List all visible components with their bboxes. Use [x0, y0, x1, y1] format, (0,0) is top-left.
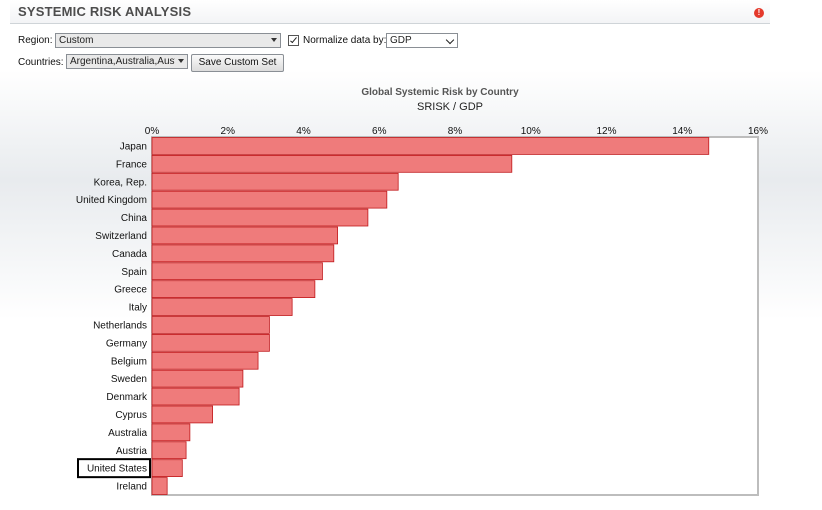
- bar[interactable]: [151, 333, 270, 352]
- y-category-label[interactable]: Italy: [129, 303, 147, 314]
- bar[interactable]: [151, 280, 316, 299]
- region-select[interactable]: Custom: [55, 33, 281, 48]
- y-category-label[interactable]: Netherlands: [93, 320, 147, 331]
- y-category-label[interactable]: United Kingdom: [76, 195, 147, 206]
- x-tick-label: 6%: [372, 126, 387, 137]
- bar[interactable]: [151, 441, 187, 460]
- y-category-label[interactable]: Canada: [112, 249, 147, 260]
- info-icon[interactable]: !: [754, 8, 764, 18]
- bar[interactable]: [151, 316, 270, 334]
- normalize-label: Normalize data by:: [303, 35, 387, 46]
- y-category-label[interactable]: Belgium: [111, 356, 147, 367]
- bar[interactable]: [151, 351, 259, 370]
- region-value: Custom: [59, 35, 94, 46]
- bar[interactable]: [151, 405, 213, 424]
- y-category-label[interactable]: Korea, Rep.: [94, 177, 147, 188]
- bar[interactable]: [151, 244, 335, 263]
- normalize-checkbox[interactable]: [288, 35, 299, 46]
- bar[interactable]: [151, 298, 293, 316]
- y-category-label[interactable]: Germany: [106, 338, 147, 349]
- x-tick-label: 8%: [448, 126, 463, 137]
- chart-subtitle: SRISK / GDP: [416, 101, 484, 113]
- y-category-label[interactable]: Austria: [116, 446, 148, 457]
- y-category-label[interactable]: Cyprus: [115, 410, 147, 421]
- x-tick-label: 14%: [672, 126, 692, 137]
- normalize-value: GDP: [390, 35, 412, 46]
- section-header: SYSTEMIC RISK ANALYSIS !: [10, 0, 770, 24]
- countries-select[interactable]: Argentina,Australia,Austri: [66, 54, 188, 69]
- chart-title: Global Systemic Risk by Country: [361, 87, 519, 98]
- bar[interactable]: [151, 477, 168, 495]
- y-category-label[interactable]: Australia: [108, 428, 147, 439]
- bar[interactable]: [151, 423, 191, 442]
- y-category-label[interactable]: France: [116, 159, 148, 170]
- y-category-label[interactable]: Denmark: [106, 392, 148, 403]
- bar[interactable]: [151, 226, 338, 245]
- y-category-label[interactable]: Sweden: [111, 374, 147, 385]
- save-custom-set-button[interactable]: Save Custom Set: [191, 54, 284, 72]
- normalize-select[interactable]: GDP: [386, 33, 458, 48]
- y-category-label[interactable]: Ireland: [116, 482, 147, 493]
- x-tick-label: 2%: [221, 126, 236, 137]
- bar[interactable]: [151, 387, 240, 406]
- x-tick-label: 10%: [521, 126, 541, 137]
- bar[interactable]: [151, 369, 244, 388]
- x-tick-label: 4%: [296, 126, 311, 137]
- y-category-label[interactable]: Switzerland: [95, 231, 147, 242]
- page-title: SYSTEMIC RISK ANALYSIS: [18, 4, 192, 19]
- y-category-label[interactable]: Spain: [121, 267, 147, 278]
- region-label: Region:: [18, 35, 53, 46]
- bar[interactable]: [151, 172, 399, 191]
- y-category-label[interactable]: Greece: [114, 285, 147, 296]
- countries-value: Argentina,Australia,Austri: [70, 56, 183, 67]
- x-tick-label: 16%: [748, 126, 768, 137]
- selected-category-highlight: [77, 458, 151, 479]
- y-category-label[interactable]: China: [121, 213, 148, 224]
- plot-area: [151, 136, 759, 496]
- bar[interactable]: [151, 190, 388, 209]
- bar[interactable]: [151, 154, 513, 173]
- x-tick-label: 12%: [596, 126, 616, 137]
- dropdown-arrow-icon: [178, 59, 184, 63]
- bar[interactable]: [151, 137, 710, 155]
- x-tick-label: 0%: [145, 126, 160, 137]
- bar[interactable]: [151, 262, 323, 281]
- countries-label: Countries:: [18, 57, 64, 68]
- bar[interactable]: [151, 459, 183, 478]
- y-category-label[interactable]: Japan: [120, 141, 147, 152]
- y-category-label[interactable]: United States: [87, 464, 147, 475]
- dropdown-arrow-icon: [271, 38, 277, 42]
- bar[interactable]: [151, 208, 369, 227]
